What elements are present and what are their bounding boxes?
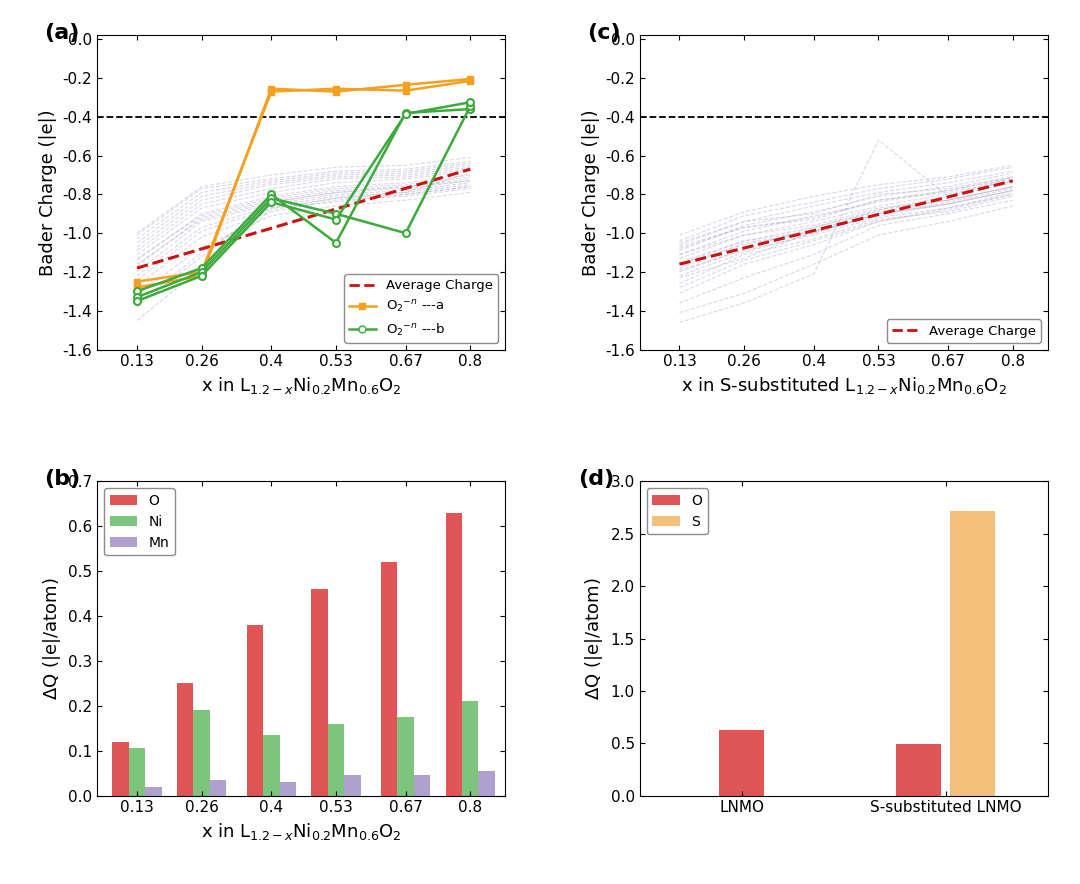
Legend: O, Ni, Mn: O, Ni, Mn (104, 488, 175, 555)
Bar (311, 589, 327, 796)
Bar (112, 742, 129, 796)
Bar (280, 782, 296, 796)
Bar (177, 683, 193, 796)
X-axis label: x in S-substituted L$_{1.2-x}$Ni$_{0.2}$Mn$_{0.6}$O$_2$: x in S-substituted L$_{1.2-x}$Ni$_{0.2}$… (680, 375, 1007, 396)
Bar (381, 562, 397, 796)
Bar (397, 717, 414, 796)
Bar (193, 711, 210, 796)
X-axis label: x in L$_{1.2-x}$Ni$_{0.2}$Mn$_{0.6}$O$_2$: x in L$_{1.2-x}$Ni$_{0.2}$Mn$_{0.6}$O$_2… (201, 821, 402, 842)
Bar (129, 749, 145, 796)
Bar (264, 735, 280, 796)
Bar (719, 729, 765, 796)
Text: (a): (a) (44, 23, 80, 42)
Text: (c): (c) (586, 23, 620, 42)
Bar (896, 744, 941, 796)
Y-axis label: Bader Charge (|e|): Bader Charge (|e|) (39, 109, 57, 276)
Bar (345, 775, 361, 796)
Bar (246, 625, 264, 796)
X-axis label: x in L$_{1.2-x}$Ni$_{0.2}$Mn$_{0.6}$O$_2$: x in L$_{1.2-x}$Ni$_{0.2}$Mn$_{0.6}$O$_2… (201, 375, 402, 396)
Legend: O, S: O, S (647, 488, 707, 535)
Text: (d): (d) (579, 469, 615, 489)
Bar (462, 701, 478, 796)
Y-axis label: $\Delta$Q (|e|/atom): $\Delta$Q (|e|/atom) (583, 577, 605, 700)
Bar (414, 775, 430, 796)
Legend: Average Charge, O$_2$$^{-n}$ ---a, O$_2$$^{-n}$ ---b: Average Charge, O$_2$$^{-n}$ ---a, O$_2$… (345, 274, 499, 343)
Y-axis label: Bader Charge (|e|): Bader Charge (|e|) (581, 109, 599, 276)
Bar (145, 787, 162, 796)
Bar (950, 511, 995, 796)
Text: (b): (b) (44, 469, 80, 489)
Bar (327, 724, 345, 796)
Bar (210, 780, 227, 796)
Bar (478, 771, 495, 796)
Legend: Average Charge: Average Charge (887, 319, 1041, 343)
Bar (446, 513, 462, 796)
Y-axis label: $\Delta$Q (|e|/atom): $\Delta$Q (|e|/atom) (41, 577, 63, 700)
